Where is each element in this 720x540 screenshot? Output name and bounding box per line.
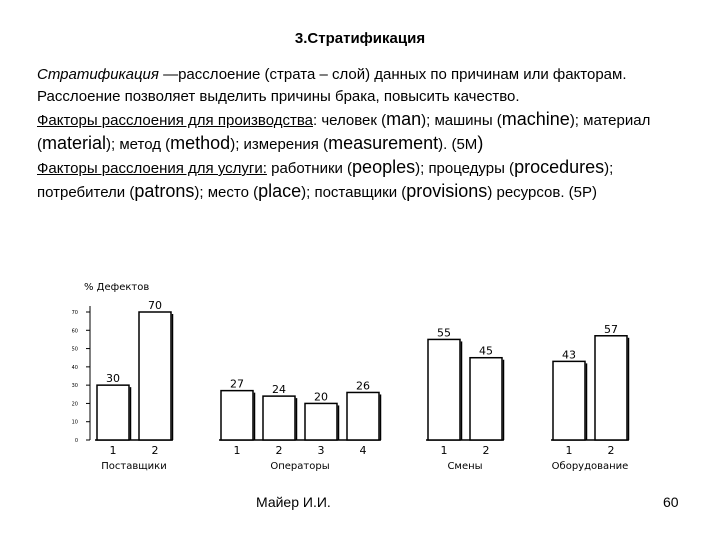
definition-text-1: —расслоение ( xyxy=(158,66,270,83)
bar-value-label: 30 xyxy=(106,372,120,385)
factor-provisions: provisions xyxy=(406,181,488,201)
services-t6: ) ресурсов. (5Р) xyxy=(487,184,597,201)
bar xyxy=(427,338,461,441)
factor-man: man xyxy=(386,109,422,129)
slide-body: Стратификация —расслоение (страта – слой… xyxy=(37,64,687,204)
bar-value-label: 26 xyxy=(356,379,370,392)
footer-author: Майер И.И. xyxy=(256,494,331,510)
y-tick-label: 30 xyxy=(72,383,78,389)
category-label: 2 xyxy=(276,444,283,457)
bar xyxy=(346,391,380,441)
category-label: 4 xyxy=(360,444,367,457)
group-label: Поставщики xyxy=(101,461,166,472)
y-tick-label: 20 xyxy=(72,401,78,407)
group-label: Операторы xyxy=(270,461,329,472)
bar xyxy=(304,402,338,441)
category-label: 2 xyxy=(483,444,490,457)
factor-patrons: patrons xyxy=(134,181,195,201)
bar-value-label: 27 xyxy=(230,378,244,391)
factor-procedures: procedures xyxy=(514,157,605,177)
services-t2: ); процедуры ( xyxy=(415,160,515,177)
bar-value-label: 57 xyxy=(604,323,618,336)
production-t3: ); материал ( xyxy=(37,112,651,153)
factor-machine: machine xyxy=(501,109,570,129)
services-t4: ); место ( xyxy=(194,184,259,201)
production-paragraph: Факторы расслоения для производства: чел… xyxy=(37,108,687,156)
bar-value-label: 45 xyxy=(479,345,493,358)
production-t2: ); машины ( xyxy=(421,112,502,129)
strata-note: страта – слой xyxy=(269,66,366,83)
y-tick-label: 10 xyxy=(72,420,78,426)
category-label: 1 xyxy=(110,444,117,457)
group-label: Смены xyxy=(447,461,482,472)
factor-measurement: measurement xyxy=(328,133,439,153)
production-t5: ); измерения ( xyxy=(230,136,329,153)
services-paragraph: Факторы расслоения для услуги: работники… xyxy=(37,156,687,204)
y-tick-label: 0 xyxy=(75,438,78,444)
bar xyxy=(594,335,628,441)
y-tick-label: 70 xyxy=(72,310,78,316)
production-t1: : человек ( xyxy=(313,112,387,129)
category-label: 2 xyxy=(152,444,159,457)
services-t3: ); потребители ( xyxy=(37,160,614,201)
bar-value-label: 70 xyxy=(148,299,162,312)
bar-value-label: 20 xyxy=(314,390,328,403)
bar-value-label: 55 xyxy=(437,326,451,339)
bar xyxy=(552,360,586,441)
definition-paragraph: Стратификация —расслоение (страта – слой… xyxy=(37,64,687,108)
y-axis-label: % Дефектов xyxy=(84,282,149,293)
defects-bar-chart: % Дефектов 0 10 20 30 40 50 60 70 30 1 70 2 Поставщик… xyxy=(72,282,630,472)
category-label: 2 xyxy=(608,444,615,457)
factor-material: material xyxy=(42,133,107,153)
definition-term: Стратификация xyxy=(37,66,159,83)
production-t7: ) xyxy=(477,133,484,153)
y-tick-label: 50 xyxy=(72,347,78,353)
bar xyxy=(262,395,296,441)
y-tick-label: 60 xyxy=(72,328,78,334)
bar xyxy=(96,384,130,441)
category-label: 1 xyxy=(234,444,241,457)
category-label: 1 xyxy=(566,444,573,457)
services-t5: ); поставщики ( xyxy=(301,184,407,201)
bar xyxy=(469,356,503,441)
factor-peoples: peoples xyxy=(352,157,416,177)
bar-value-label: 43 xyxy=(562,348,576,361)
bar xyxy=(138,311,172,441)
category-label: 1 xyxy=(441,444,448,457)
group-label: Оборудование xyxy=(552,461,629,472)
services-label: Факторы расслоения для услуги: xyxy=(37,160,267,177)
services-t1: работники ( xyxy=(266,160,353,177)
bar-value-label: 24 xyxy=(272,383,286,396)
category-label: 3 xyxy=(318,444,325,457)
definition-text-2: ) данных по причинам или факторам. Рассл… xyxy=(37,66,627,105)
bar xyxy=(220,389,254,441)
slide-title: 3.Стратификация xyxy=(294,30,426,47)
factor-place: place xyxy=(258,181,302,201)
factor-method: method xyxy=(170,133,231,153)
production-label: Факторы расслоения для производства xyxy=(37,112,313,129)
production-t4: ); метод ( xyxy=(106,136,171,153)
y-tick-label: 40 xyxy=(72,365,78,371)
page-number: 60 xyxy=(663,494,679,510)
production-t6: ). (5М xyxy=(438,136,478,153)
